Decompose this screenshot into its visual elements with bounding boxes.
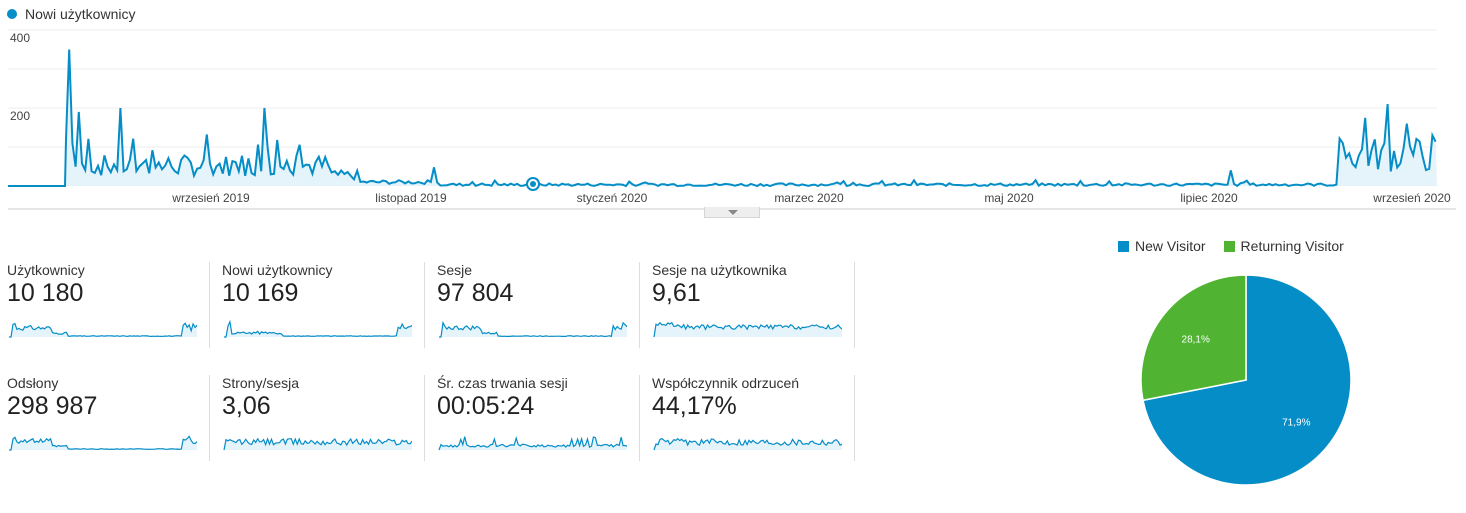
sparkline-area [9, 323, 197, 337]
legend-label: Nowi użytkownicy [25, 6, 136, 22]
metric-separator [424, 262, 425, 348]
sparkline-area [654, 322, 842, 337]
sparkline-line [653, 321, 842, 338]
metric-label: Sesje [437, 262, 473, 278]
metric-separator [639, 262, 640, 348]
pie-legend: New Visitor Returning Visitor [1118, 238, 1344, 254]
sparkline-line [653, 437, 842, 451]
pie-chart[interactable]: 71,9% 28,1% [1138, 272, 1354, 488]
metric-value: 9,61 [652, 279, 701, 307]
sparkline-line [438, 436, 627, 451]
metric-sparkline [9, 322, 197, 338]
metric-tile[interactable]: Sesje 97 804 [437, 262, 647, 348]
sparkline-area [439, 322, 627, 337]
metric-sparkline [653, 437, 842, 451]
metric-label: Odsłony [7, 375, 59, 391]
chart-legend[interactable]: Nowi użytkownicy [7, 6, 135, 22]
metric-label: Nowi użytkownicy [222, 262, 333, 278]
pie-slice-returning-visitor[interactable] [1140, 274, 1247, 402]
series-line [8, 49, 1437, 188]
metric-sparkline [9, 435, 197, 451]
metric-sparkline [653, 321, 842, 338]
x-tick-label: lipiec 2020 [1180, 191, 1238, 205]
metric-tile[interactable]: Nowi użytkownicy 10 169 [222, 262, 432, 348]
metric-sparkline [224, 319, 412, 338]
metric-value: 00:05:24 [437, 392, 535, 420]
metric-label: Śr. czas trwania sesji [437, 375, 568, 391]
sparkline-area [439, 436, 627, 450]
metric-label: Sesje na użytkownika [652, 262, 787, 278]
legend-item-returning-visitor[interactable]: Returning Visitor [1223, 238, 1344, 254]
metric-tile[interactable]: Odsłony 298 987 [7, 375, 217, 461]
metric-value: 44,17% [652, 392, 737, 420]
annotation-marker-dot [530, 181, 536, 187]
metric-separator [639, 375, 640, 461]
pie-slice-new-visitor[interactable] [1142, 274, 1352, 486]
metric-sparkline [223, 437, 412, 451]
metric-label: Strony/sesja [222, 375, 300, 391]
pie-label-new-visitor: 71,9% [1282, 417, 1310, 428]
y-tick-label: 200 [10, 109, 30, 123]
metric-tile[interactable]: Strony/sesja 3,06 [222, 375, 432, 461]
metric-tile[interactable]: Użytkownicy 10 180 [7, 262, 217, 348]
metric-tile[interactable]: Śr. czas trwania sesji 00:05:24 [437, 375, 647, 461]
series-dot-icon [7, 9, 17, 19]
x-tick-label: marzec 2020 [774, 191, 844, 205]
area-fill [8, 49, 1437, 186]
swatch-new-visitor [1118, 240, 1129, 252]
metric-label: Współczynnik odrzuceń [652, 375, 800, 391]
pie-label-returning-visitor: 28,1% [1182, 335, 1210, 346]
metric-value: 3,06 [222, 392, 271, 420]
metric-value: 10 180 [7, 279, 84, 307]
x-tick-label: wrzesień 2019 [171, 191, 250, 205]
metric-separator [854, 262, 855, 348]
x-tick-label: listopad 2019 [375, 191, 447, 205]
swatch-returning-visitor [1223, 240, 1235, 252]
metric-separator [209, 375, 210, 461]
collapse-toggle-button[interactable] [704, 207, 760, 218]
metric-sparkline [439, 320, 627, 338]
sparkline-line [224, 319, 412, 338]
metric-value: 298 987 [7, 392, 98, 420]
sparkline-area [224, 321, 412, 337]
metric-separator [854, 375, 855, 461]
x-tick-label: wrzesień 2020 [1372, 191, 1451, 205]
metric-separator [209, 262, 210, 348]
sparkline-line [439, 320, 627, 338]
metric-tile[interactable]: Współczynnik odrzuceń 44,17% [652, 375, 862, 461]
y-tick-label: 400 [10, 31, 30, 45]
sparkline-area [9, 436, 197, 450]
metric-separator [424, 375, 425, 461]
metric-label: Użytkownicy [7, 262, 85, 278]
x-tick-label: maj 2020 [984, 191, 1034, 205]
x-tick-label: styczeń 2020 [577, 191, 648, 205]
metric-sparkline [438, 436, 627, 451]
metric-value: 10 169 [222, 279, 299, 307]
legend-item-new-visitor[interactable]: New Visitor [1118, 238, 1206, 254]
sparkline-line [9, 435, 197, 451]
sparkline-line [9, 322, 197, 338]
metric-value: 97 804 [437, 279, 514, 307]
metric-tile[interactable]: Sesje na użytkownika 9,61 [652, 262, 862, 348]
legend-label-new-visitor: New Visitor [1135, 238, 1206, 254]
main-line-chart[interactable]: 400 200 wrzesień 2019 listopad 2019 styczeń… [0, 24, 1466, 210]
sparkline-line [223, 437, 412, 451]
legend-label-returning-visitor: Returning Visitor [1240, 238, 1344, 254]
